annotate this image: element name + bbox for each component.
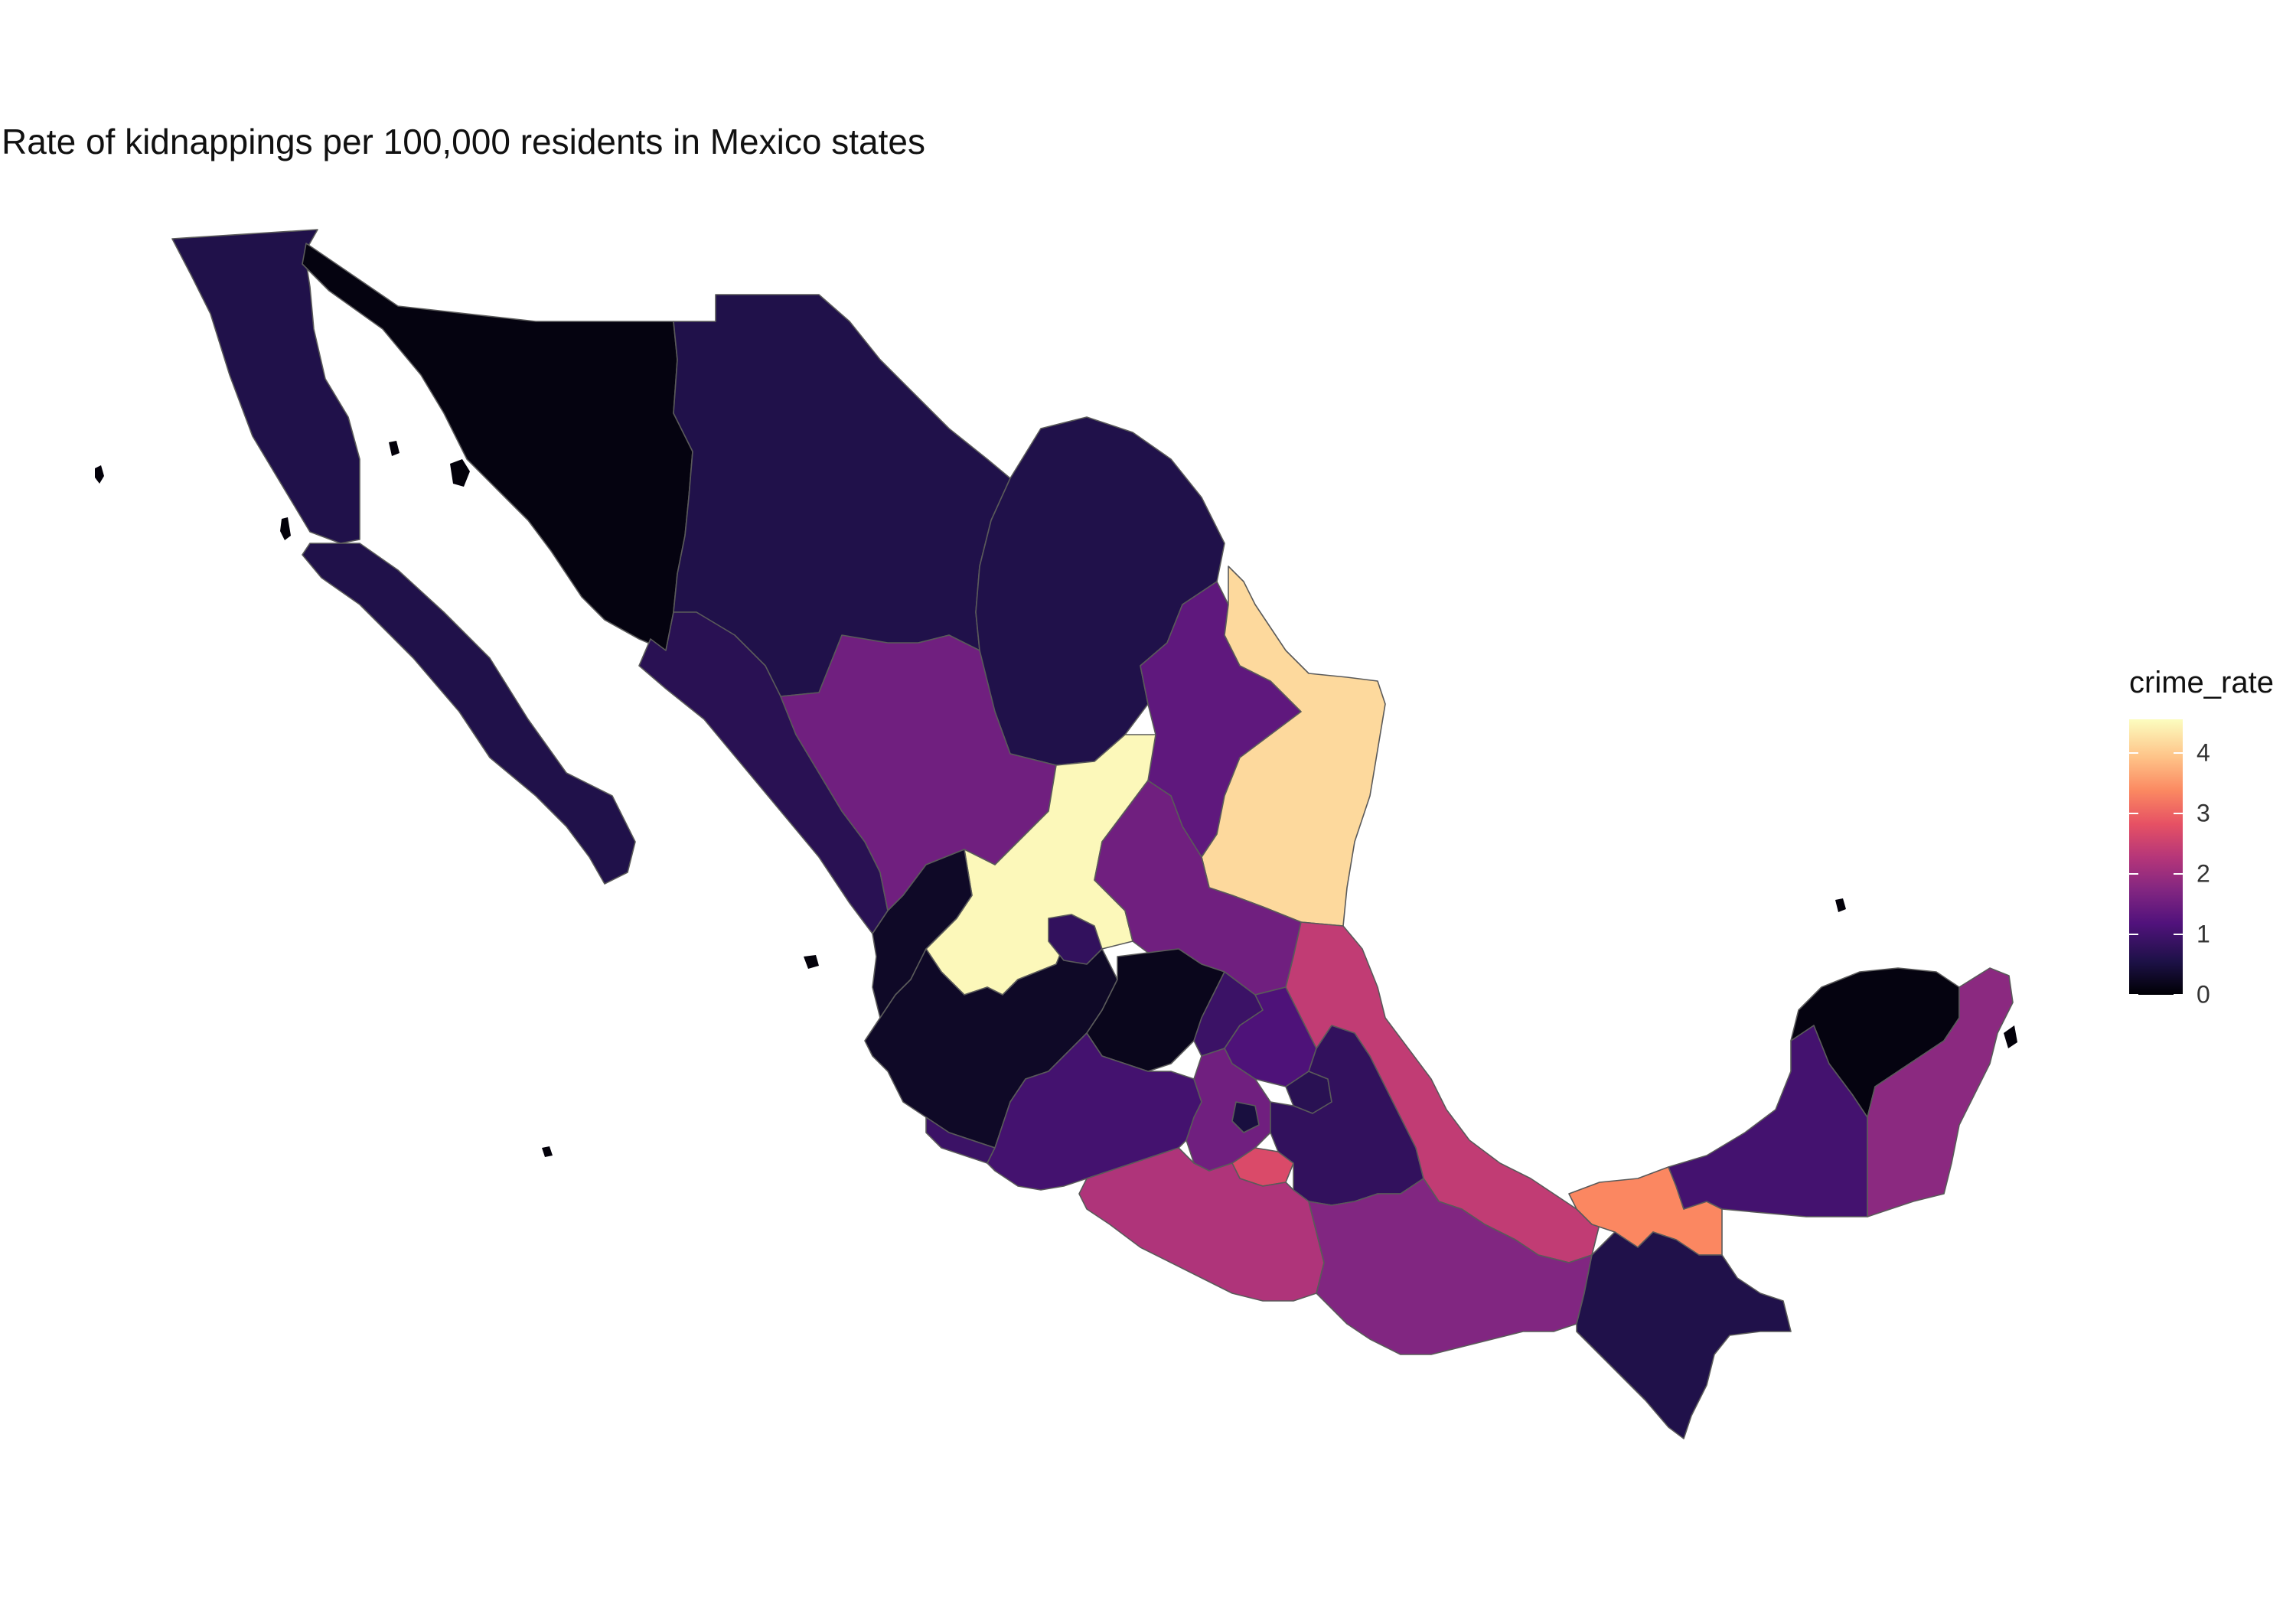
island-arrecife-alacranes [1835,898,1846,912]
island-tiburon [450,459,470,487]
region-quintana-roo [1867,967,2014,1217]
chart-title: Rate of kidnappings per 100,000 resident… [2,122,925,161]
legend-title: crime_rate [2129,666,2274,699]
region-guanajuato [1086,948,1225,1072]
region-baja-california [171,229,360,544]
legend-tick-label: 0 [2197,980,2210,1009]
island-marias [804,955,819,969]
island-cedros [280,517,291,540]
legend-tick-label: 4 [2197,738,2210,767]
region-aguascalientes [1048,914,1103,965]
island-angel-de-la-guarda [389,441,400,456]
region-baja-california-sur [302,543,636,885]
legend: crime_rate 0 1 2 3 4 [2128,666,2296,1009]
legend-tick-label: 2 [2197,859,2210,888]
region-nayarit [872,849,973,1019]
legend-tick-label: 3 [2197,799,2210,827]
island-guadalupe [95,465,104,484]
state-regions [171,229,2014,1439]
region-chiapas [1576,1231,1792,1439]
region-ciudad-de-mexico [1231,1101,1260,1133]
island-cozumel [2004,1025,2017,1048]
islands [95,441,2017,1157]
island-socorro [542,1146,553,1157]
legend-color-bar [2129,719,2183,995]
legend-tick-label: 1 [2197,920,2210,948]
